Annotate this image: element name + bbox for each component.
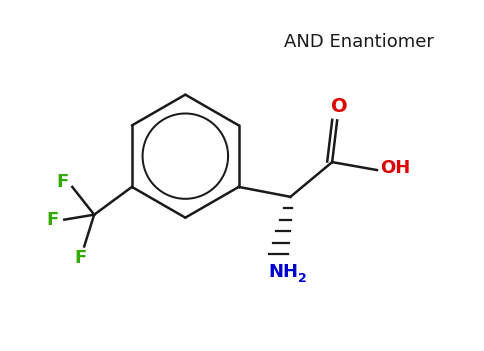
Text: F: F	[74, 249, 86, 267]
Text: AND Enantiomer: AND Enantiomer	[285, 33, 434, 51]
Text: F: F	[56, 173, 68, 191]
Text: F: F	[46, 211, 59, 229]
Text: 2: 2	[298, 272, 307, 285]
Text: OH: OH	[379, 159, 410, 177]
Text: NH: NH	[269, 263, 299, 281]
Text: O: O	[331, 97, 348, 116]
